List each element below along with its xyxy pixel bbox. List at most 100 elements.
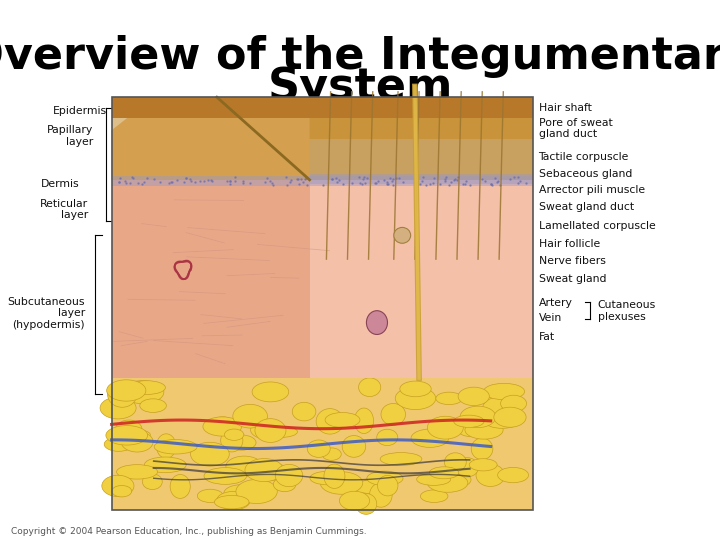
- Ellipse shape: [217, 491, 251, 510]
- Ellipse shape: [197, 489, 223, 503]
- Text: Pore of sweat
gland duct: Pore of sweat gland duct: [539, 118, 612, 139]
- Ellipse shape: [400, 381, 431, 397]
- Ellipse shape: [322, 448, 341, 461]
- Ellipse shape: [487, 386, 521, 411]
- Text: Vein: Vein: [539, 313, 562, 322]
- Ellipse shape: [310, 471, 344, 485]
- Ellipse shape: [474, 422, 501, 438]
- Ellipse shape: [354, 408, 374, 434]
- Ellipse shape: [264, 426, 297, 437]
- Ellipse shape: [395, 387, 436, 409]
- Ellipse shape: [252, 382, 289, 402]
- Ellipse shape: [140, 399, 166, 413]
- Polygon shape: [112, 97, 310, 180]
- Ellipse shape: [324, 464, 345, 488]
- Ellipse shape: [427, 474, 468, 492]
- Text: Subcutaneous
layer
(hypodermis): Subcutaneous layer (hypodermis): [7, 296, 85, 330]
- Text: Sweat gland duct: Sweat gland duct: [539, 202, 634, 212]
- Ellipse shape: [122, 381, 164, 403]
- Ellipse shape: [377, 475, 398, 496]
- Ellipse shape: [369, 483, 392, 507]
- Ellipse shape: [444, 453, 467, 471]
- Text: Fat: Fat: [539, 333, 554, 342]
- Ellipse shape: [112, 485, 132, 497]
- FancyBboxPatch shape: [310, 180, 533, 378]
- Ellipse shape: [428, 416, 463, 439]
- Ellipse shape: [221, 429, 243, 452]
- Text: Reticular
layer: Reticular layer: [40, 199, 88, 220]
- Ellipse shape: [377, 429, 397, 445]
- Ellipse shape: [356, 494, 377, 514]
- Ellipse shape: [170, 475, 190, 498]
- Ellipse shape: [459, 425, 485, 437]
- Ellipse shape: [227, 435, 256, 450]
- Ellipse shape: [436, 392, 462, 404]
- Ellipse shape: [115, 429, 150, 440]
- Ellipse shape: [465, 421, 503, 439]
- Ellipse shape: [191, 442, 229, 466]
- Ellipse shape: [483, 383, 525, 400]
- Ellipse shape: [143, 474, 162, 490]
- Ellipse shape: [420, 490, 448, 503]
- Text: Sebaceous gland: Sebaceous gland: [539, 169, 632, 179]
- Ellipse shape: [257, 464, 296, 481]
- FancyBboxPatch shape: [112, 139, 533, 180]
- Ellipse shape: [471, 438, 493, 460]
- Ellipse shape: [486, 416, 518, 428]
- Text: Dermis: Dermis: [40, 179, 79, 188]
- FancyBboxPatch shape: [112, 176, 533, 186]
- Ellipse shape: [366, 310, 387, 334]
- Ellipse shape: [325, 413, 360, 428]
- Ellipse shape: [104, 437, 133, 451]
- Ellipse shape: [356, 480, 382, 497]
- Ellipse shape: [307, 440, 330, 457]
- Ellipse shape: [102, 475, 134, 496]
- Ellipse shape: [394, 227, 410, 244]
- Ellipse shape: [316, 409, 343, 434]
- Ellipse shape: [469, 458, 497, 471]
- Ellipse shape: [215, 495, 249, 509]
- FancyBboxPatch shape: [112, 378, 533, 510]
- Ellipse shape: [498, 468, 528, 483]
- Ellipse shape: [274, 477, 296, 492]
- Ellipse shape: [204, 468, 246, 484]
- Ellipse shape: [106, 426, 148, 445]
- Ellipse shape: [236, 480, 277, 503]
- Ellipse shape: [460, 406, 496, 428]
- FancyBboxPatch shape: [112, 97, 533, 139]
- FancyBboxPatch shape: [112, 134, 310, 180]
- Ellipse shape: [380, 453, 422, 465]
- Text: Hair follicle: Hair follicle: [539, 239, 600, 249]
- Ellipse shape: [458, 387, 490, 406]
- Text: Sweat gland: Sweat gland: [539, 274, 606, 284]
- Ellipse shape: [107, 382, 137, 407]
- Ellipse shape: [107, 380, 146, 401]
- Ellipse shape: [482, 397, 517, 421]
- Ellipse shape: [251, 420, 284, 439]
- Ellipse shape: [245, 458, 284, 482]
- Ellipse shape: [225, 429, 244, 441]
- Ellipse shape: [145, 457, 186, 472]
- Ellipse shape: [116, 420, 142, 438]
- Ellipse shape: [275, 464, 302, 487]
- Text: Artery: Artery: [539, 299, 572, 308]
- Ellipse shape: [381, 403, 405, 426]
- Ellipse shape: [456, 458, 479, 477]
- Ellipse shape: [411, 429, 449, 447]
- Ellipse shape: [233, 404, 267, 428]
- Text: System: System: [267, 66, 453, 109]
- Ellipse shape: [320, 472, 363, 494]
- Ellipse shape: [339, 491, 369, 510]
- Text: Overview of the Integumentary: Overview of the Integumentary: [0, 35, 720, 78]
- Ellipse shape: [210, 417, 236, 436]
- FancyBboxPatch shape: [210, 97, 533, 139]
- Ellipse shape: [343, 493, 377, 506]
- Text: Cutaneous
plexuses: Cutaneous plexuses: [598, 300, 656, 322]
- Ellipse shape: [359, 378, 381, 396]
- Ellipse shape: [367, 471, 403, 485]
- Text: Epidermis: Epidermis: [53, 106, 107, 116]
- Ellipse shape: [500, 395, 526, 412]
- Text: Nerve fibers: Nerve fibers: [539, 256, 606, 266]
- Ellipse shape: [117, 464, 158, 479]
- Ellipse shape: [127, 381, 166, 395]
